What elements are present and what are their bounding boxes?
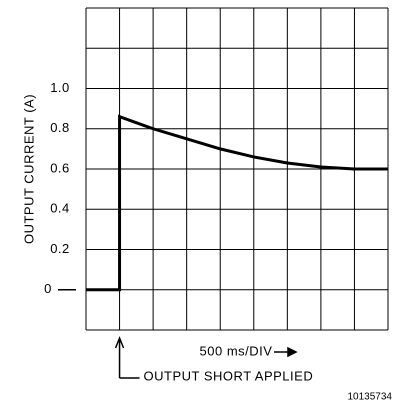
y-tick-label: 0.8 [50, 120, 70, 135]
data-line [86, 114, 388, 292]
y-tick-label: 1.0 [50, 80, 70, 95]
x-label-arrow [274, 346, 298, 358]
y-tick-label: 0.2 [50, 241, 70, 256]
y-tick-label: 0 [44, 281, 52, 296]
annotation: OUTPUT SHORT APPLIED [144, 368, 314, 383]
x-axis-label: 500 ms/DIV [200, 343, 273, 358]
y-axis-label: OUTPUT CURRENT (A) [21, 94, 36, 244]
y-tick-label: 0.6 [50, 160, 70, 175]
y-tick-label: 0.4 [50, 201, 70, 216]
annotation-arrow [114, 335, 140, 379]
figure-number: 10135734 [348, 392, 393, 403]
